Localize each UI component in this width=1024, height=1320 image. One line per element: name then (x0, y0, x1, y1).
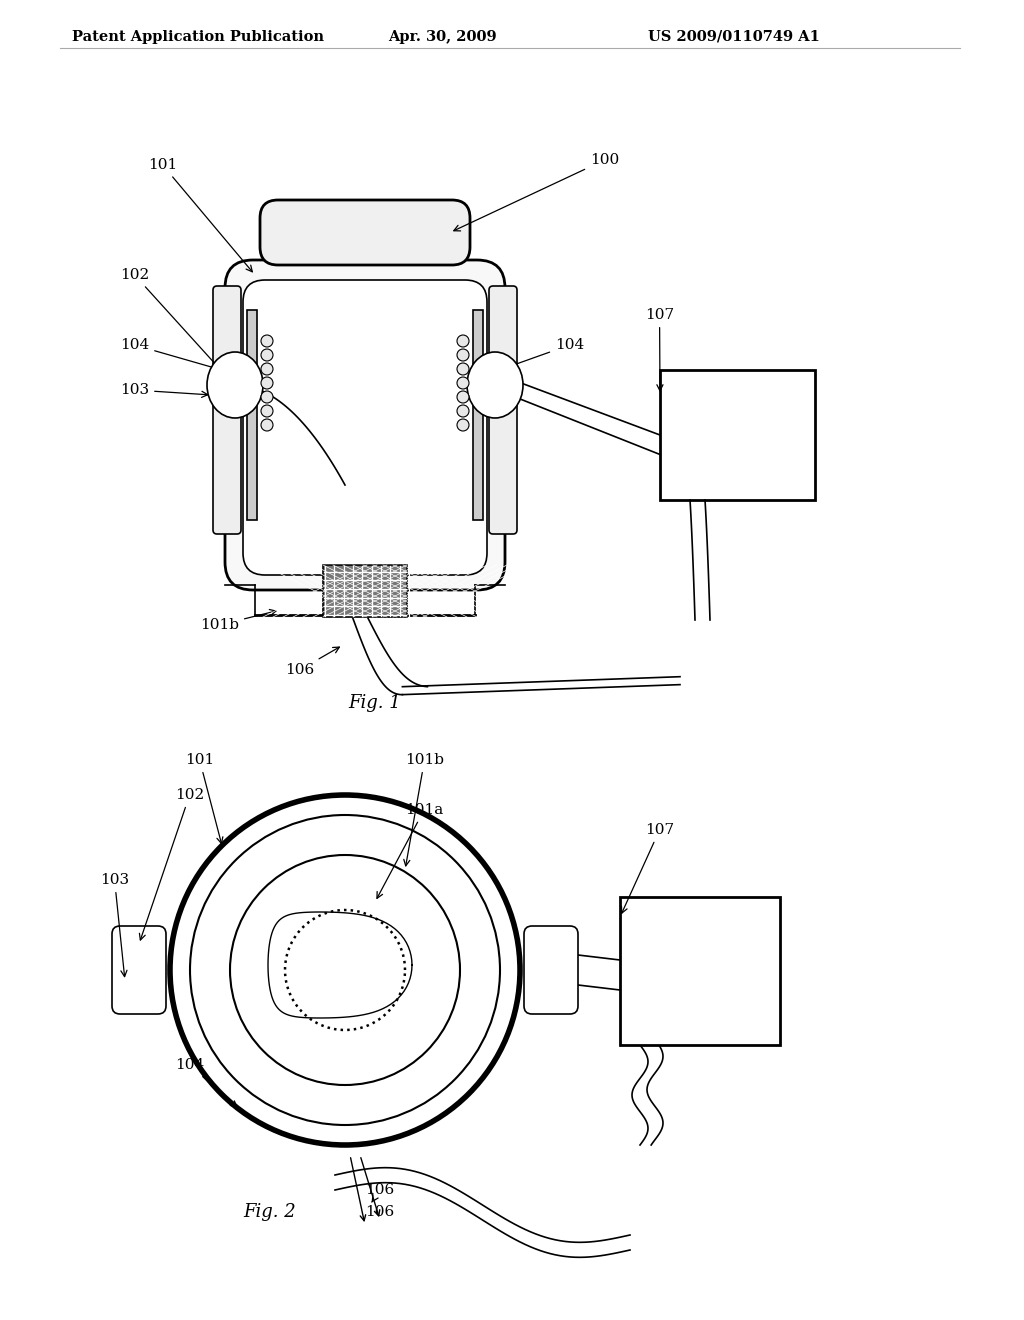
Text: 100: 100 (454, 153, 620, 231)
Bar (660, 370, 815, 500)
Circle shape (457, 378, 469, 389)
Text: 102: 102 (120, 268, 249, 401)
Text: Fig. 2: Fig. 2 (244, 1203, 296, 1221)
Text: Fig. 1: Fig. 1 (348, 694, 401, 711)
Text: Patent Application Publication: Patent Application Publication (72, 30, 324, 44)
Text: 104: 104 (467, 338, 585, 383)
Text: 101b: 101b (403, 752, 444, 866)
Circle shape (261, 335, 273, 347)
FancyBboxPatch shape (213, 286, 241, 535)
Bar (247, 310, 257, 520)
Circle shape (457, 363, 469, 375)
Circle shape (457, 335, 469, 347)
Circle shape (261, 418, 273, 432)
FancyBboxPatch shape (489, 286, 517, 535)
Circle shape (261, 405, 273, 417)
Text: 101b: 101b (200, 610, 275, 632)
Circle shape (261, 348, 273, 360)
Circle shape (457, 391, 469, 403)
Circle shape (457, 418, 469, 432)
Circle shape (457, 348, 469, 360)
Text: 103: 103 (100, 873, 129, 977)
Text: 106: 106 (365, 1183, 394, 1203)
Bar (323, 565, 407, 616)
Text: Apr. 30, 2009: Apr. 30, 2009 (388, 30, 497, 44)
Text: 107: 107 (645, 308, 674, 391)
Text: 107: 107 (622, 822, 674, 913)
FancyBboxPatch shape (225, 260, 505, 590)
Circle shape (190, 814, 500, 1125)
Circle shape (261, 378, 273, 389)
Text: 106: 106 (285, 647, 339, 677)
Text: 104: 104 (120, 338, 263, 383)
Circle shape (261, 363, 273, 375)
Text: 104: 104 (175, 1059, 237, 1107)
Ellipse shape (207, 352, 263, 418)
FancyBboxPatch shape (260, 201, 470, 265)
Circle shape (261, 391, 273, 403)
Text: US 2009/0110749 A1: US 2009/0110749 A1 (648, 30, 820, 44)
Text: 101: 101 (148, 158, 252, 272)
Bar (620, 898, 780, 1045)
Circle shape (170, 795, 520, 1144)
FancyBboxPatch shape (112, 927, 166, 1014)
Text: 102: 102 (139, 788, 204, 940)
FancyBboxPatch shape (524, 927, 578, 1014)
Circle shape (457, 405, 469, 417)
Ellipse shape (467, 352, 523, 418)
Text: 101: 101 (185, 752, 223, 843)
Bar (473, 310, 483, 520)
FancyBboxPatch shape (243, 280, 487, 576)
Text: 103: 103 (120, 383, 208, 397)
Text: 101a: 101a (377, 803, 443, 899)
Text: 106: 106 (366, 1205, 394, 1218)
